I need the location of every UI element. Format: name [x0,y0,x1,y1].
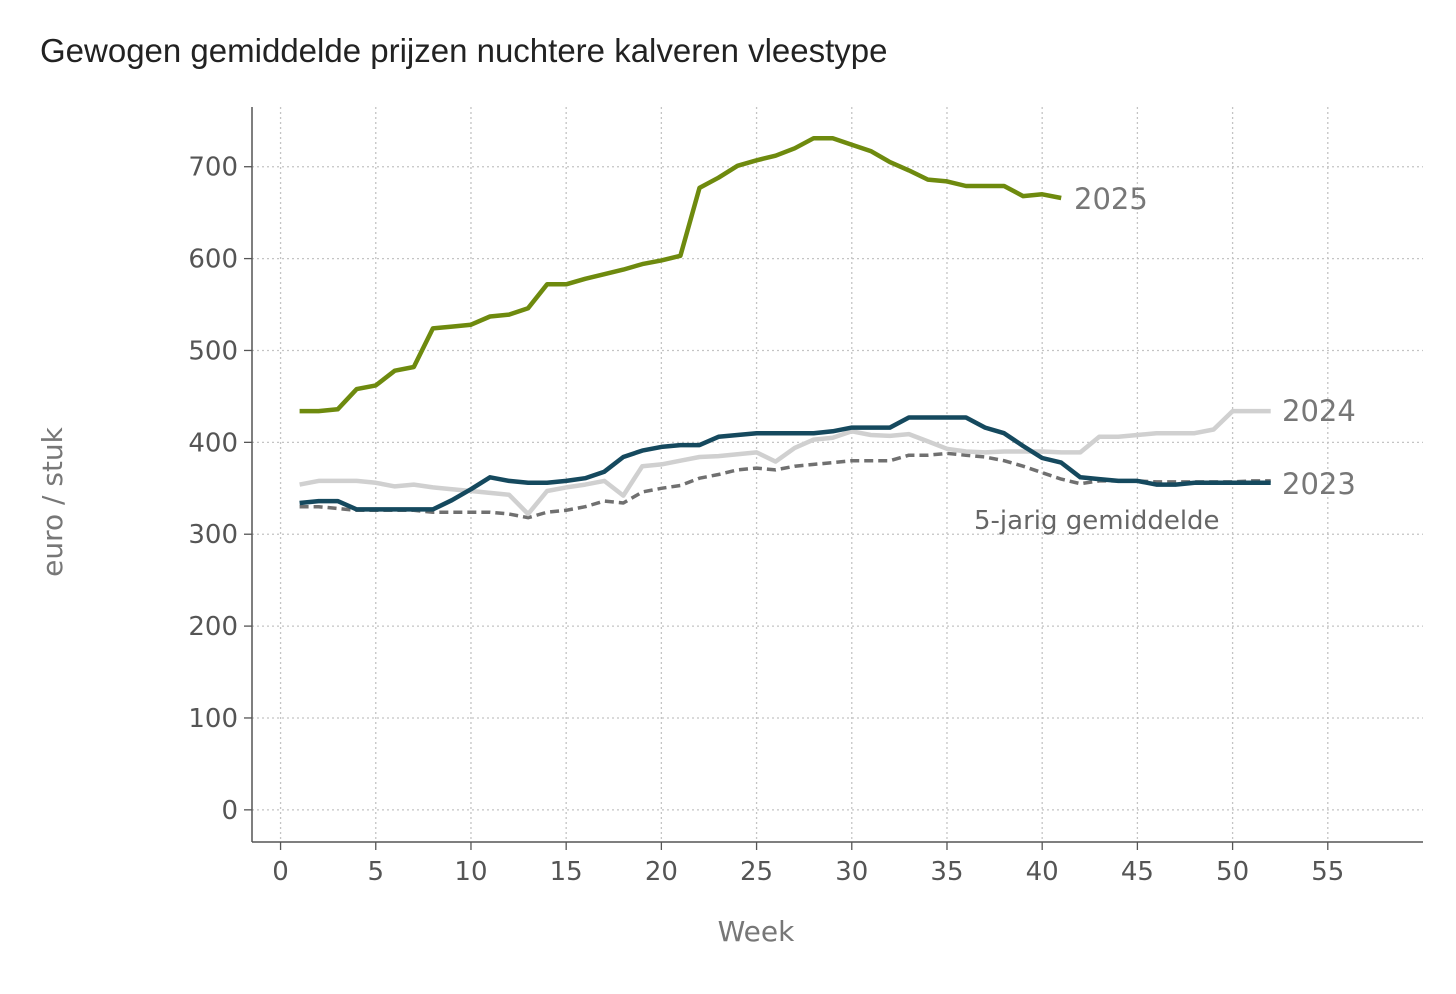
x-tick-label: 0 [272,857,289,887]
label-5-jarig-gemiddelde: 5-jarig gemiddelde [974,506,1220,536]
x-tick-label: 30 [835,857,868,887]
x-tick-label: 5 [367,857,384,887]
x-tick-label: 10 [454,857,487,887]
y-axis-label: euro / stuk [36,426,69,577]
x-tick-label: 45 [1121,857,1154,887]
x-tick-label: 50 [1216,857,1249,887]
series-labels: 2025 2024 2023 5-jarig gemiddelde [974,182,1356,536]
label-2025: 2025 [1074,182,1148,216]
y-tick-label: 200 [188,612,238,642]
series-line-2025 [299,135,1062,414]
y-tick-label: 300 [188,520,238,550]
x-tick-label: 55 [1311,857,1344,887]
label-2024: 2024 [1282,394,1356,428]
y-tick-label: 100 [188,704,238,734]
series-line-2024 [299,408,1271,517]
label-2023: 2023 [1282,467,1356,501]
grid [252,107,1423,842]
y-tick-label: 600 [188,245,238,275]
x-tick-label: 40 [1026,857,1059,887]
chart-title: Gewogen gemiddelde prijzen nuchtere kalv… [40,32,888,69]
x-tick-label: 25 [740,857,773,887]
x-axis-label: Week [718,915,795,948]
y-tick-label: 400 [188,428,238,458]
series-lines [299,135,1271,520]
series-line-2023 [299,415,1271,512]
series-line-5-jarig-gemiddelde [299,451,1271,520]
x-tick-label: 35 [930,857,963,887]
y-tick-label: 700 [188,153,238,183]
y-tick-label: 0 [221,796,238,826]
x-tick-label: 20 [645,857,678,887]
y-tick-label: 500 [188,336,238,366]
x-tick-label: 15 [550,857,583,887]
